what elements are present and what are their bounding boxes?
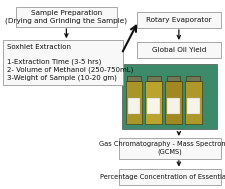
- Bar: [166, 76, 180, 81]
- Text: Soxhlet Extraction

1-Extraction Time (3-5 hrs)
2- Volume of Methanol (250-750mL: Soxhlet Extraction 1-Extraction Time (3-…: [7, 44, 134, 81]
- Bar: [167, 98, 180, 115]
- Text: Global Oil Yield: Global Oil Yield: [152, 47, 206, 53]
- FancyBboxPatch shape: [16, 7, 117, 27]
- Text: Sample Preparation
(Drying and Grinding the Sample): Sample Preparation (Drying and Grinding …: [5, 10, 127, 24]
- Text: Gas Chromatography - Mass Spectrometry
(GCMS): Gas Chromatography - Mass Spectrometry (…: [99, 142, 225, 155]
- FancyBboxPatch shape: [137, 42, 220, 58]
- Text: Percentage Concentration of Essential Oil: Percentage Concentration of Essential Oi…: [100, 174, 225, 180]
- Bar: [147, 98, 160, 115]
- FancyBboxPatch shape: [119, 138, 220, 159]
- Bar: [187, 98, 200, 115]
- Bar: [186, 76, 200, 81]
- Text: Rotary Evaporator: Rotary Evaporator: [146, 17, 212, 23]
- Bar: [126, 81, 142, 124]
- Bar: [122, 64, 217, 129]
- Bar: [185, 81, 202, 124]
- Bar: [145, 81, 162, 124]
- FancyBboxPatch shape: [3, 40, 123, 85]
- Bar: [147, 76, 161, 81]
- Bar: [127, 76, 141, 81]
- Bar: [165, 81, 182, 124]
- FancyBboxPatch shape: [137, 12, 220, 28]
- FancyBboxPatch shape: [119, 169, 220, 185]
- Bar: [128, 98, 140, 115]
